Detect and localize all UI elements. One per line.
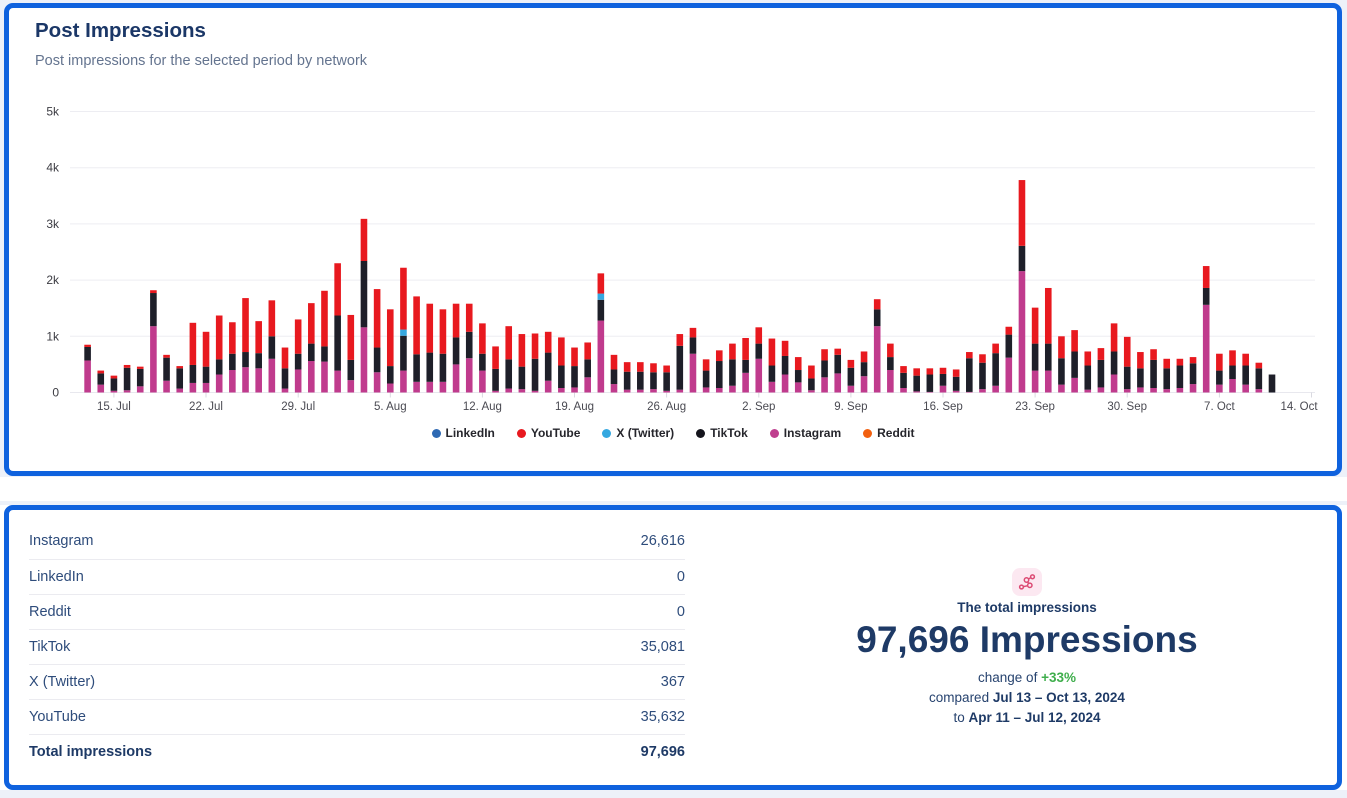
svg-text:2k: 2k <box>46 273 60 287</box>
svg-text:5. Aug: 5. Aug <box>374 401 407 413</box>
svg-text:26. Aug: 26. Aug <box>647 401 686 413</box>
svg-text:5k: 5k <box>46 105 60 119</box>
svg-text:29. Jul: 29. Jul <box>281 401 315 413</box>
svg-text:15. Jul: 15. Jul <box>97 401 131 413</box>
svg-text:14. Oct: 14. Oct <box>1280 401 1318 413</box>
svg-text:22. Jul: 22. Jul <box>189 401 223 413</box>
svg-text:23. Sep: 23. Sep <box>1015 401 1055 413</box>
svg-text:1k: 1k <box>46 329 60 343</box>
svg-text:3k: 3k <box>46 217 60 231</box>
svg-text:16. Sep: 16. Sep <box>923 401 963 413</box>
svg-text:30. Sep: 30. Sep <box>1107 401 1147 413</box>
svg-text:12. Aug: 12. Aug <box>463 401 502 413</box>
svg-text:7. Oct: 7. Oct <box>1204 401 1235 413</box>
svg-text:4k: 4k <box>46 161 60 175</box>
svg-text:2. Sep: 2. Sep <box>742 401 775 413</box>
svg-text:19. Aug: 19. Aug <box>555 401 594 413</box>
svg-text:0: 0 <box>52 386 59 400</box>
svg-text:9. Sep: 9. Sep <box>834 401 867 413</box>
